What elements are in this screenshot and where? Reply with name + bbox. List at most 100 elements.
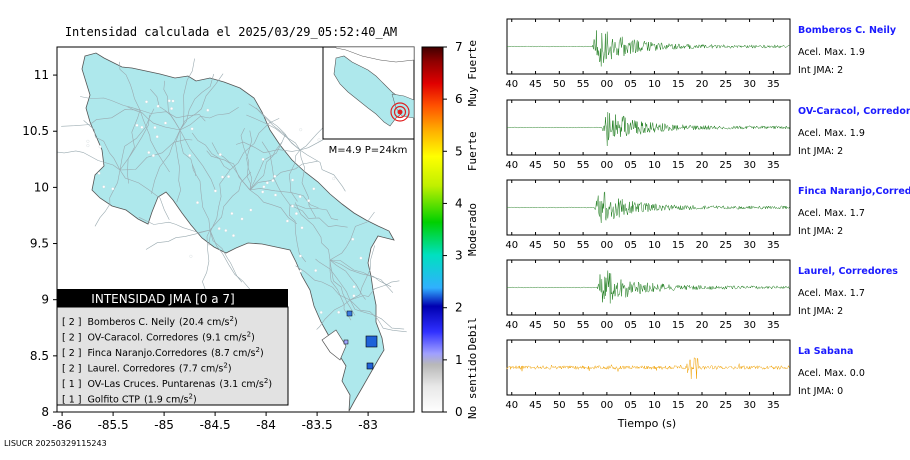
legend-close: ) (251, 333, 255, 344)
legend-pga: (7.7 cm/s (179, 364, 224, 375)
waveform-tick-label: 25 (719, 320, 732, 331)
waveform-tick-label: 25 (719, 160, 732, 171)
legend-close: ) (268, 379, 272, 390)
town-dot (298, 254, 302, 258)
town-dot (271, 179, 275, 183)
town-dot (262, 185, 266, 189)
waveform-tick-label: 40 (505, 320, 518, 331)
waveform-tick-label: 50 (553, 400, 566, 411)
waveform-tick-label: 55 (577, 79, 590, 90)
road (175, 129, 182, 203)
town-dot (218, 153, 222, 157)
colorbar-tick-label: 1 (455, 353, 463, 367)
road (349, 280, 400, 301)
town-dot (190, 127, 194, 131)
road (206, 150, 251, 191)
legend-exp: 2 (189, 393, 193, 401)
epicenter-ring-outer (390, 102, 410, 122)
road (138, 216, 211, 233)
town-dot (167, 99, 171, 103)
road (329, 260, 352, 321)
road (80, 96, 141, 111)
waveform-tick-label: 50 (553, 240, 566, 251)
legend-exp: 2 (264, 377, 268, 385)
town-dot (217, 227, 221, 231)
town-dot (189, 254, 193, 258)
golfo-dulce (321, 329, 347, 361)
legend-exp: 2 (223, 362, 227, 370)
road (255, 107, 301, 151)
road (329, 259, 366, 300)
legend-station: Golfito CTP (88, 395, 141, 406)
colorbar-category: Muy Fuerte (466, 40, 479, 106)
waveform-tick-label: 30 (743, 160, 756, 171)
road (179, 58, 195, 131)
waveform-tick-label: 45 (529, 400, 542, 411)
waveform-tick-label: 10 (648, 240, 661, 251)
colorbar: 0 1 2 3 4 5 6 7 No sentido Debil Moderado Fuerte Mu… (421, 40, 479, 419)
road (235, 141, 301, 154)
town-dot (337, 310, 341, 314)
waveform-tick-label: 20 (696, 160, 709, 171)
legend-level: [ 1 ] (62, 395, 82, 406)
legend-close: ) (234, 317, 238, 328)
waveform-tick-label: 30 (743, 320, 756, 331)
waveform-tick-label: 25 (719, 400, 732, 411)
station-marker-laurel (346, 310, 353, 317)
station-name: OV-Caracol, Corredores (798, 106, 910, 117)
map-x-axis: -86 -85.5 -85 -84.5 -84 -83.5 -83 (52, 412, 378, 432)
map-y-tick-label: 9.5 (30, 237, 49, 251)
colorbar-tick-label: 4 (455, 196, 463, 210)
waveform-tick-label: 30 (743, 240, 756, 251)
waveform-tick-label: 00 (601, 400, 614, 411)
waveform-tick-label: 40 (505, 79, 518, 90)
town-dot (156, 104, 160, 108)
road (329, 259, 356, 316)
road (163, 80, 181, 131)
town-dot (265, 181, 269, 185)
legend-pga: (8.7 cm/s (211, 348, 256, 359)
road (179, 129, 196, 177)
legend-level: [ 2 ] (62, 333, 82, 344)
waveform-tick-label: 20 (696, 400, 709, 411)
legend-level: [ 2 ] (62, 348, 82, 359)
map-y-tick-label: 11 (34, 68, 49, 82)
legend-row: [ 2 ] Laurel. Corredores (7.7 cm/s2) (62, 362, 232, 375)
traces-x-label: Tiempo (s) (617, 417, 676, 430)
waveform-panel: 40 45 50 55 00 05 10 15 20 25 30 35 Finca Naranjo,Co… (505, 179, 910, 251)
waveform-tick-label: 15 (672, 160, 685, 171)
legend-station: Finca Naranjo.Corredores (88, 348, 208, 359)
road (289, 204, 348, 228)
legend-station: OV-Caracol. Corredores (88, 333, 199, 344)
colorbar-tick-label: 5 (455, 144, 463, 158)
road (290, 204, 339, 221)
colorbar-category: Fuerte (466, 131, 479, 171)
town-dot (164, 121, 167, 125)
map-y-tick-label: 8 (41, 405, 49, 419)
town-dot (261, 190, 265, 194)
waveform-tick-label: 00 (601, 320, 614, 331)
road (288, 149, 301, 202)
road (349, 245, 375, 301)
road (202, 229, 211, 290)
town-dot (299, 128, 303, 132)
waveform-tick-label: 15 (672, 320, 685, 331)
legend-row: [ 2 ] Bomberos C. Neily (20.4 cm/s2) (62, 315, 238, 328)
town-dot (155, 135, 159, 139)
road (179, 129, 216, 192)
legend-row: [ 2 ] Finca Naranjo.Corredores (8.7 cm/s2) (62, 346, 264, 359)
town-dot (261, 157, 265, 161)
waveform-tick-label: 35 (767, 160, 780, 171)
road (249, 188, 319, 209)
legend-station: OV-Las Cruces. Puntarenas (88, 379, 216, 390)
acel-max: Acel. Max. 1.7 (798, 288, 865, 299)
road (119, 114, 150, 171)
road (191, 132, 231, 171)
road (139, 109, 170, 173)
footer-id: LISUCR 20250329115243 (4, 439, 107, 448)
acel-max: Acel. Max. 1.9 (798, 128, 865, 139)
colorbar-category: Debil (466, 317, 479, 350)
waveform-tick-label: 05 (624, 160, 637, 171)
town-dot (230, 212, 234, 215)
waveform-tick-label: 00 (601, 240, 614, 251)
